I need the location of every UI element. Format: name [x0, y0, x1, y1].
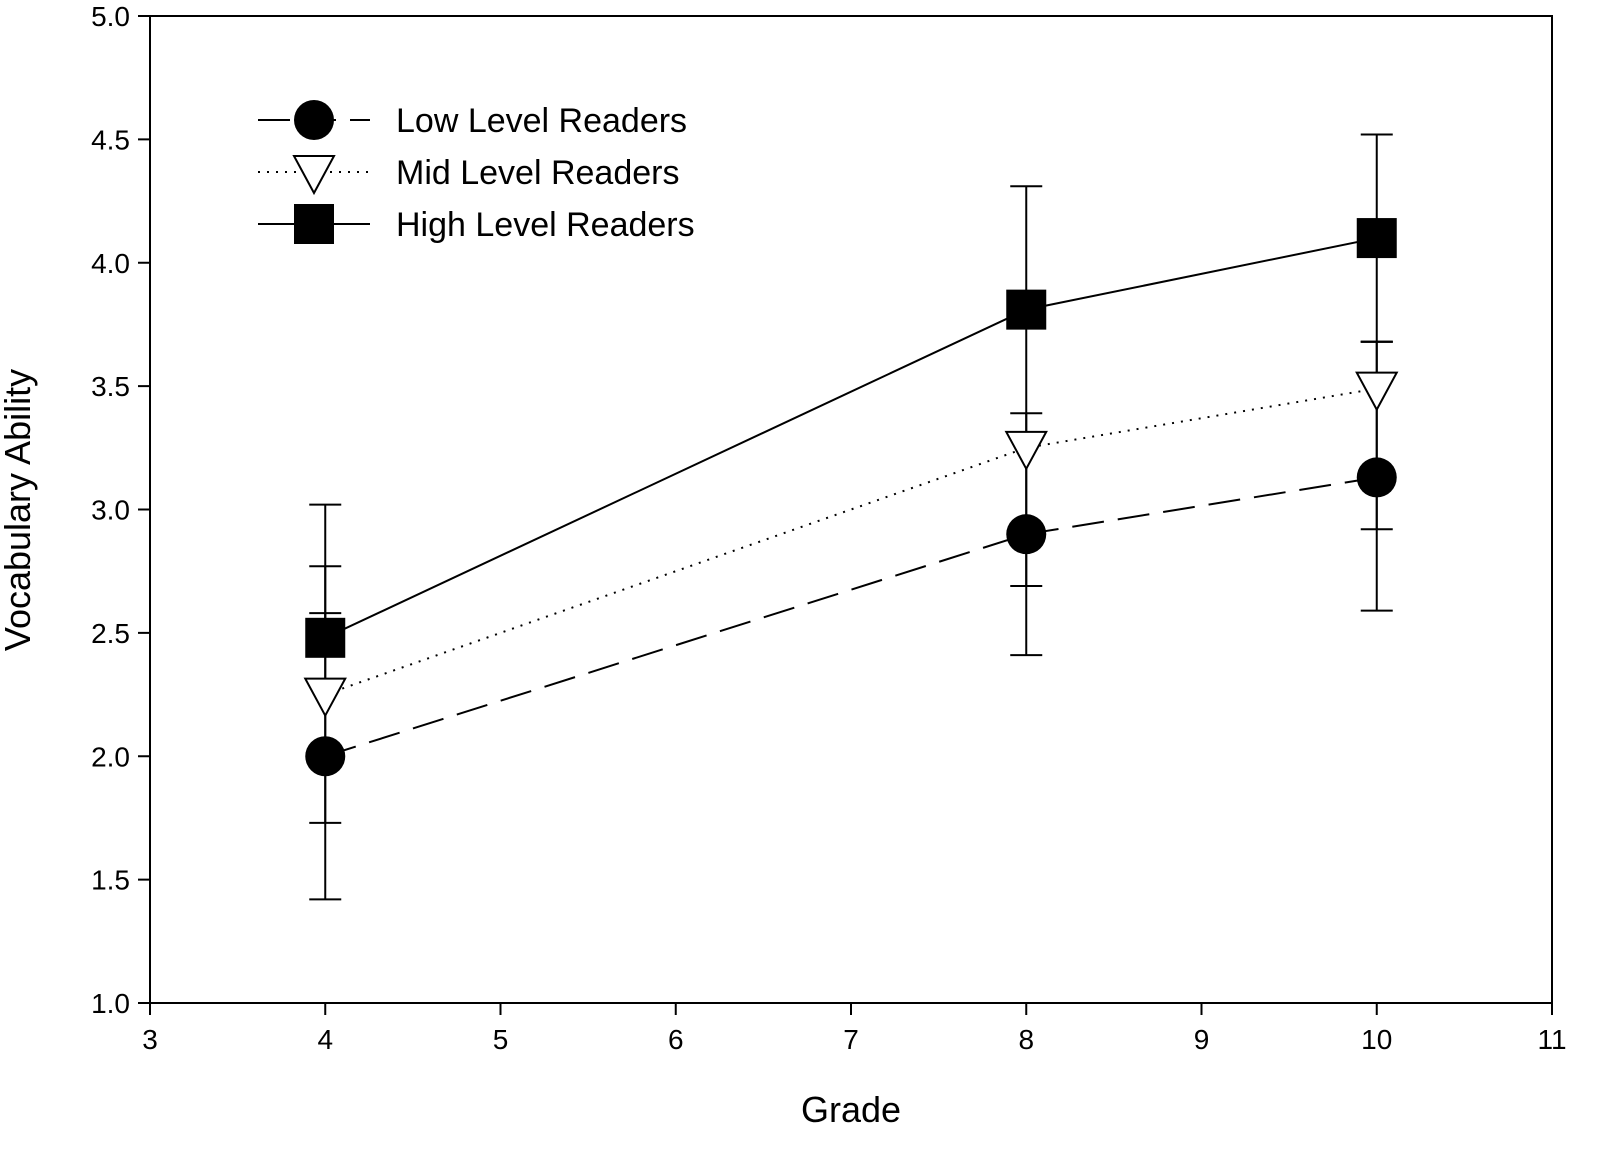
x-tick-label: 3 [142, 1024, 158, 1055]
low-level-readers-point [1356, 457, 1397, 498]
mid-level-readers-point [1004, 430, 1048, 471]
plot-frame [149, 15, 1553, 1004]
legend: Low Level Readers Mid Level Readers High L… [258, 100, 695, 244]
high-level-readers-point [1006, 289, 1047, 330]
y-tick-label: 1.0 [91, 988, 130, 1019]
x-tick-label: 7 [843, 1024, 859, 1055]
mid-level-readers-point [1355, 371, 1399, 412]
x-tick-label: 8 [1018, 1024, 1034, 1055]
y-tick-label: 4.0 [91, 248, 130, 279]
legend-label-mid-level-readers: Mid Level Readers [396, 154, 679, 192]
y-tick-label: 2.0 [91, 741, 130, 772]
x-tick-label: 9 [1194, 1024, 1210, 1055]
y-tick-label: 1.5 [91, 865, 130, 896]
x-tick-label: 10 [1361, 1024, 1392, 1055]
y-tick-label: 3.0 [91, 495, 130, 526]
mid-level-readers-point [303, 677, 347, 718]
legend-marker-low-level-readers [294, 100, 334, 140]
high-level-readers-point [305, 617, 346, 658]
x-tick-label: 11 [1537, 1024, 1566, 1055]
x-tick-label: 5 [493, 1024, 509, 1055]
mid-level-readers-line [324, 387, 1377, 696]
data-markers [303, 218, 1399, 777]
legend-marker-high-level-readers [294, 204, 334, 244]
x-tick-label: 6 [668, 1024, 684, 1055]
y-tick-label: 2.5 [91, 618, 130, 649]
y-tick-label: 5.0 [91, 1, 130, 32]
low-level-readers-point [305, 736, 346, 777]
y-tick-label: 4.5 [91, 124, 130, 155]
y-axis-title: Vocabulary Ability [0, 369, 38, 651]
x-axis-title: Grade [801, 1089, 901, 1130]
legend-label-low-level-readers: Low Level Readers [396, 102, 687, 140]
series-lines [324, 237, 1377, 758]
high-level-readers-line [324, 237, 1377, 639]
x-axis: 3 4 5 6 7 8 9 10 11 [142, 1003, 1567, 1055]
low-level-readers-line [324, 476, 1377, 758]
error-bars [309, 133, 1393, 901]
y-tick-label: 3.5 [91, 371, 130, 402]
legend-label-high-level-readers: High Level Readers [396, 206, 695, 244]
y-axis: 1.0 1.5 2.0 2.5 3.0 3.5 4.0 4.5 5.0 [91, 1, 150, 1019]
x-tick-label: 4 [317, 1024, 333, 1055]
legend-marker-mid-level-readers [292, 155, 336, 196]
high-level-readers-point [1356, 218, 1397, 259]
low-level-readers-point [1006, 514, 1047, 555]
